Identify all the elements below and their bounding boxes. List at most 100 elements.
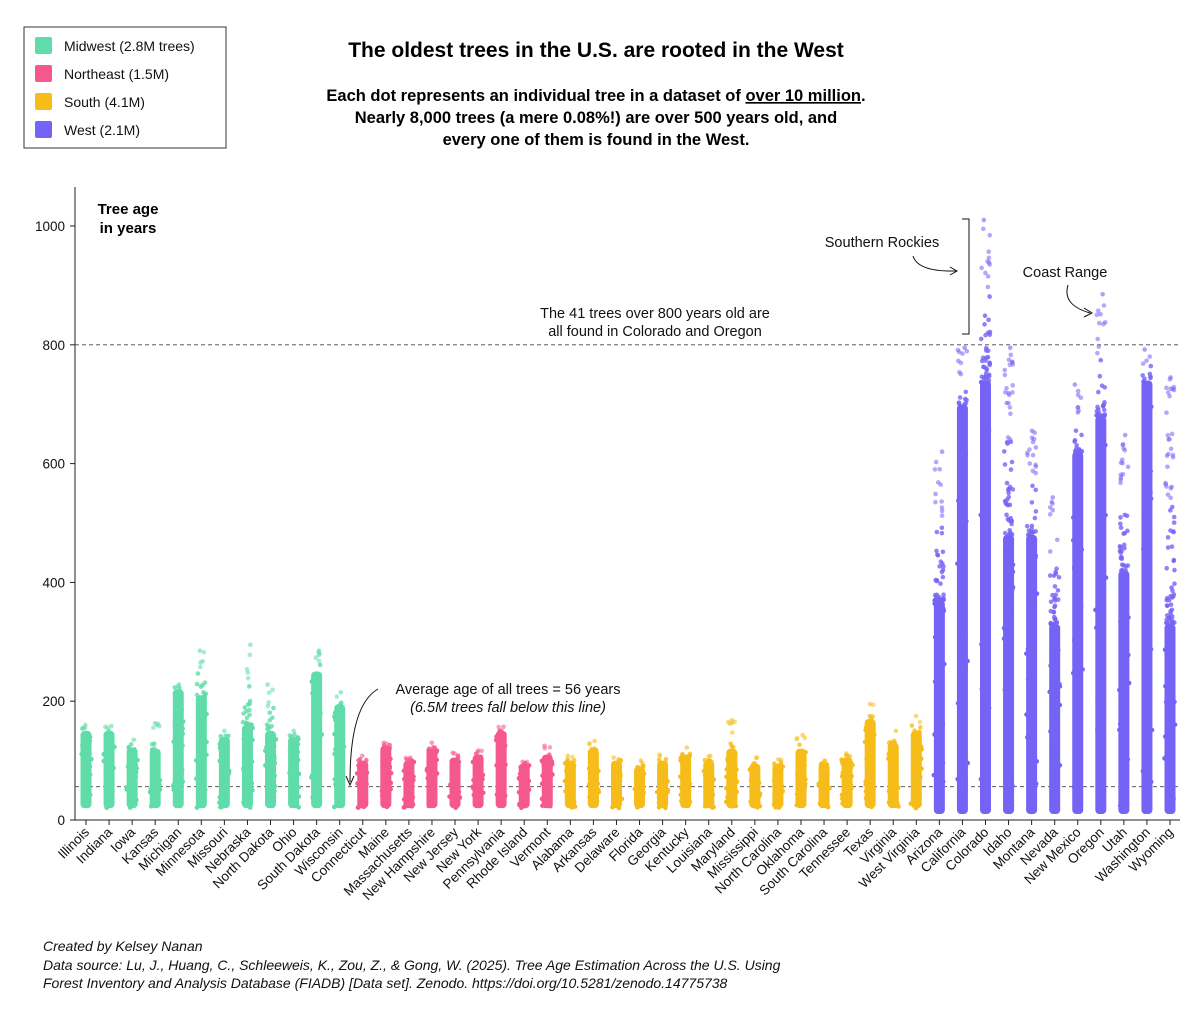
tree-dot — [657, 774, 662, 779]
tree-dot — [1101, 413, 1107, 419]
tree-dot — [1004, 439, 1010, 445]
tree-dot — [1098, 311, 1103, 317]
tree-dot — [849, 785, 854, 791]
tree-dot — [891, 749, 897, 755]
tree-dot — [962, 401, 967, 407]
tree-dot — [1141, 510, 1146, 515]
tree-dot — [986, 428, 992, 433]
tree-dot — [1162, 647, 1168, 653]
tree-dot — [496, 753, 502, 759]
tree-dot — [355, 805, 361, 810]
tree-dot — [172, 714, 178, 720]
tree-dot — [221, 775, 226, 781]
tree-dot — [1007, 783, 1013, 788]
tree-dot — [940, 549, 946, 555]
tree-dot — [110, 788, 115, 794]
tree-dot — [411, 774, 416, 779]
tree-dot — [1051, 573, 1057, 578]
tree-dot — [980, 704, 986, 709]
tree-dot-max — [638, 758, 644, 763]
tree-dot — [611, 785, 616, 790]
legend-swatch-west — [35, 121, 52, 138]
tree-dot — [335, 755, 340, 760]
tree-dot-max — [131, 737, 137, 743]
tree-dot — [1052, 657, 1057, 662]
strip-massachusetts — [401, 755, 417, 810]
tree-dot — [180, 743, 185, 748]
tree-dot — [83, 730, 88, 736]
tree-dot — [1031, 797, 1036, 803]
tree-dot — [541, 764, 547, 769]
tree-dot — [818, 779, 823, 785]
tree-dot — [363, 785, 368, 790]
tree-dot — [202, 790, 207, 796]
tree-dot — [863, 789, 869, 794]
tree-dot — [1077, 661, 1083, 666]
tree-dot — [681, 782, 687, 788]
tree-dot — [266, 781, 271, 786]
y-axis-label-line-2: in years — [100, 220, 157, 237]
tree-dot — [864, 758, 870, 764]
tree-dot — [687, 799, 693, 805]
tree-dot — [1004, 480, 1010, 486]
strip-dense-band — [1026, 534, 1038, 815]
tree-dot — [314, 777, 320, 782]
tree-dot — [1100, 653, 1105, 658]
tree-dot — [937, 611, 942, 617]
tree-dot-max — [248, 642, 253, 648]
tree-dot — [1029, 615, 1034, 620]
tree-dot — [201, 649, 207, 655]
tree-dot — [1164, 410, 1169, 415]
tree-dot — [1034, 591, 1040, 596]
tree-dot — [659, 789, 664, 794]
tree-dot — [409, 770, 415, 776]
tree-dot — [108, 795, 114, 801]
tree-dot — [909, 723, 915, 728]
tree-dot — [888, 739, 894, 745]
strip-dense-band — [265, 730, 277, 809]
strip-florida — [632, 758, 647, 810]
tree-dot — [197, 750, 202, 755]
tree-dot — [387, 746, 392, 751]
tree-dot-max — [611, 755, 616, 760]
tree-dot — [81, 793, 87, 799]
tree-dot — [296, 785, 301, 790]
tree-dot — [915, 759, 921, 765]
tree-dot — [889, 762, 895, 767]
tree-dot — [1027, 767, 1033, 773]
tree-dot — [129, 764, 134, 770]
tree-dot — [1163, 481, 1169, 487]
tree-dot — [1118, 631, 1124, 636]
tree-dot — [265, 740, 270, 746]
tree-dot — [840, 796, 845, 802]
tree-dot — [886, 756, 891, 761]
tree-dot — [89, 756, 94, 762]
tree-dot — [200, 765, 206, 771]
tree-dot — [888, 772, 893, 778]
strip-dense-band — [334, 704, 346, 809]
tree-dot — [1025, 677, 1031, 682]
tree-dot — [1168, 611, 1173, 616]
tree-dot — [955, 776, 960, 782]
tree-dot — [632, 786, 638, 792]
tree-dot — [1096, 320, 1102, 326]
tree-dot — [734, 789, 740, 795]
tree-dot — [1028, 714, 1033, 720]
tree-dot — [379, 793, 385, 798]
tree-dot — [1148, 468, 1154, 474]
tree-dot — [1142, 780, 1148, 786]
tree-dot — [753, 767, 759, 773]
tree-dot — [1117, 803, 1123, 808]
tree-dot — [964, 518, 969, 524]
tree-dot — [986, 317, 991, 323]
tree-dot — [426, 760, 432, 766]
tree-dot — [147, 789, 153, 795]
tree-dot — [1172, 722, 1178, 727]
tree-dot-max — [265, 682, 270, 687]
tree-dot — [112, 744, 117, 750]
tree-dot — [1100, 693, 1106, 699]
tree-dot — [1055, 767, 1060, 773]
tree-dot — [452, 766, 457, 771]
annotation-southern-rockies: Southern Rockies — [825, 235, 939, 251]
tree-dot — [331, 804, 337, 810]
